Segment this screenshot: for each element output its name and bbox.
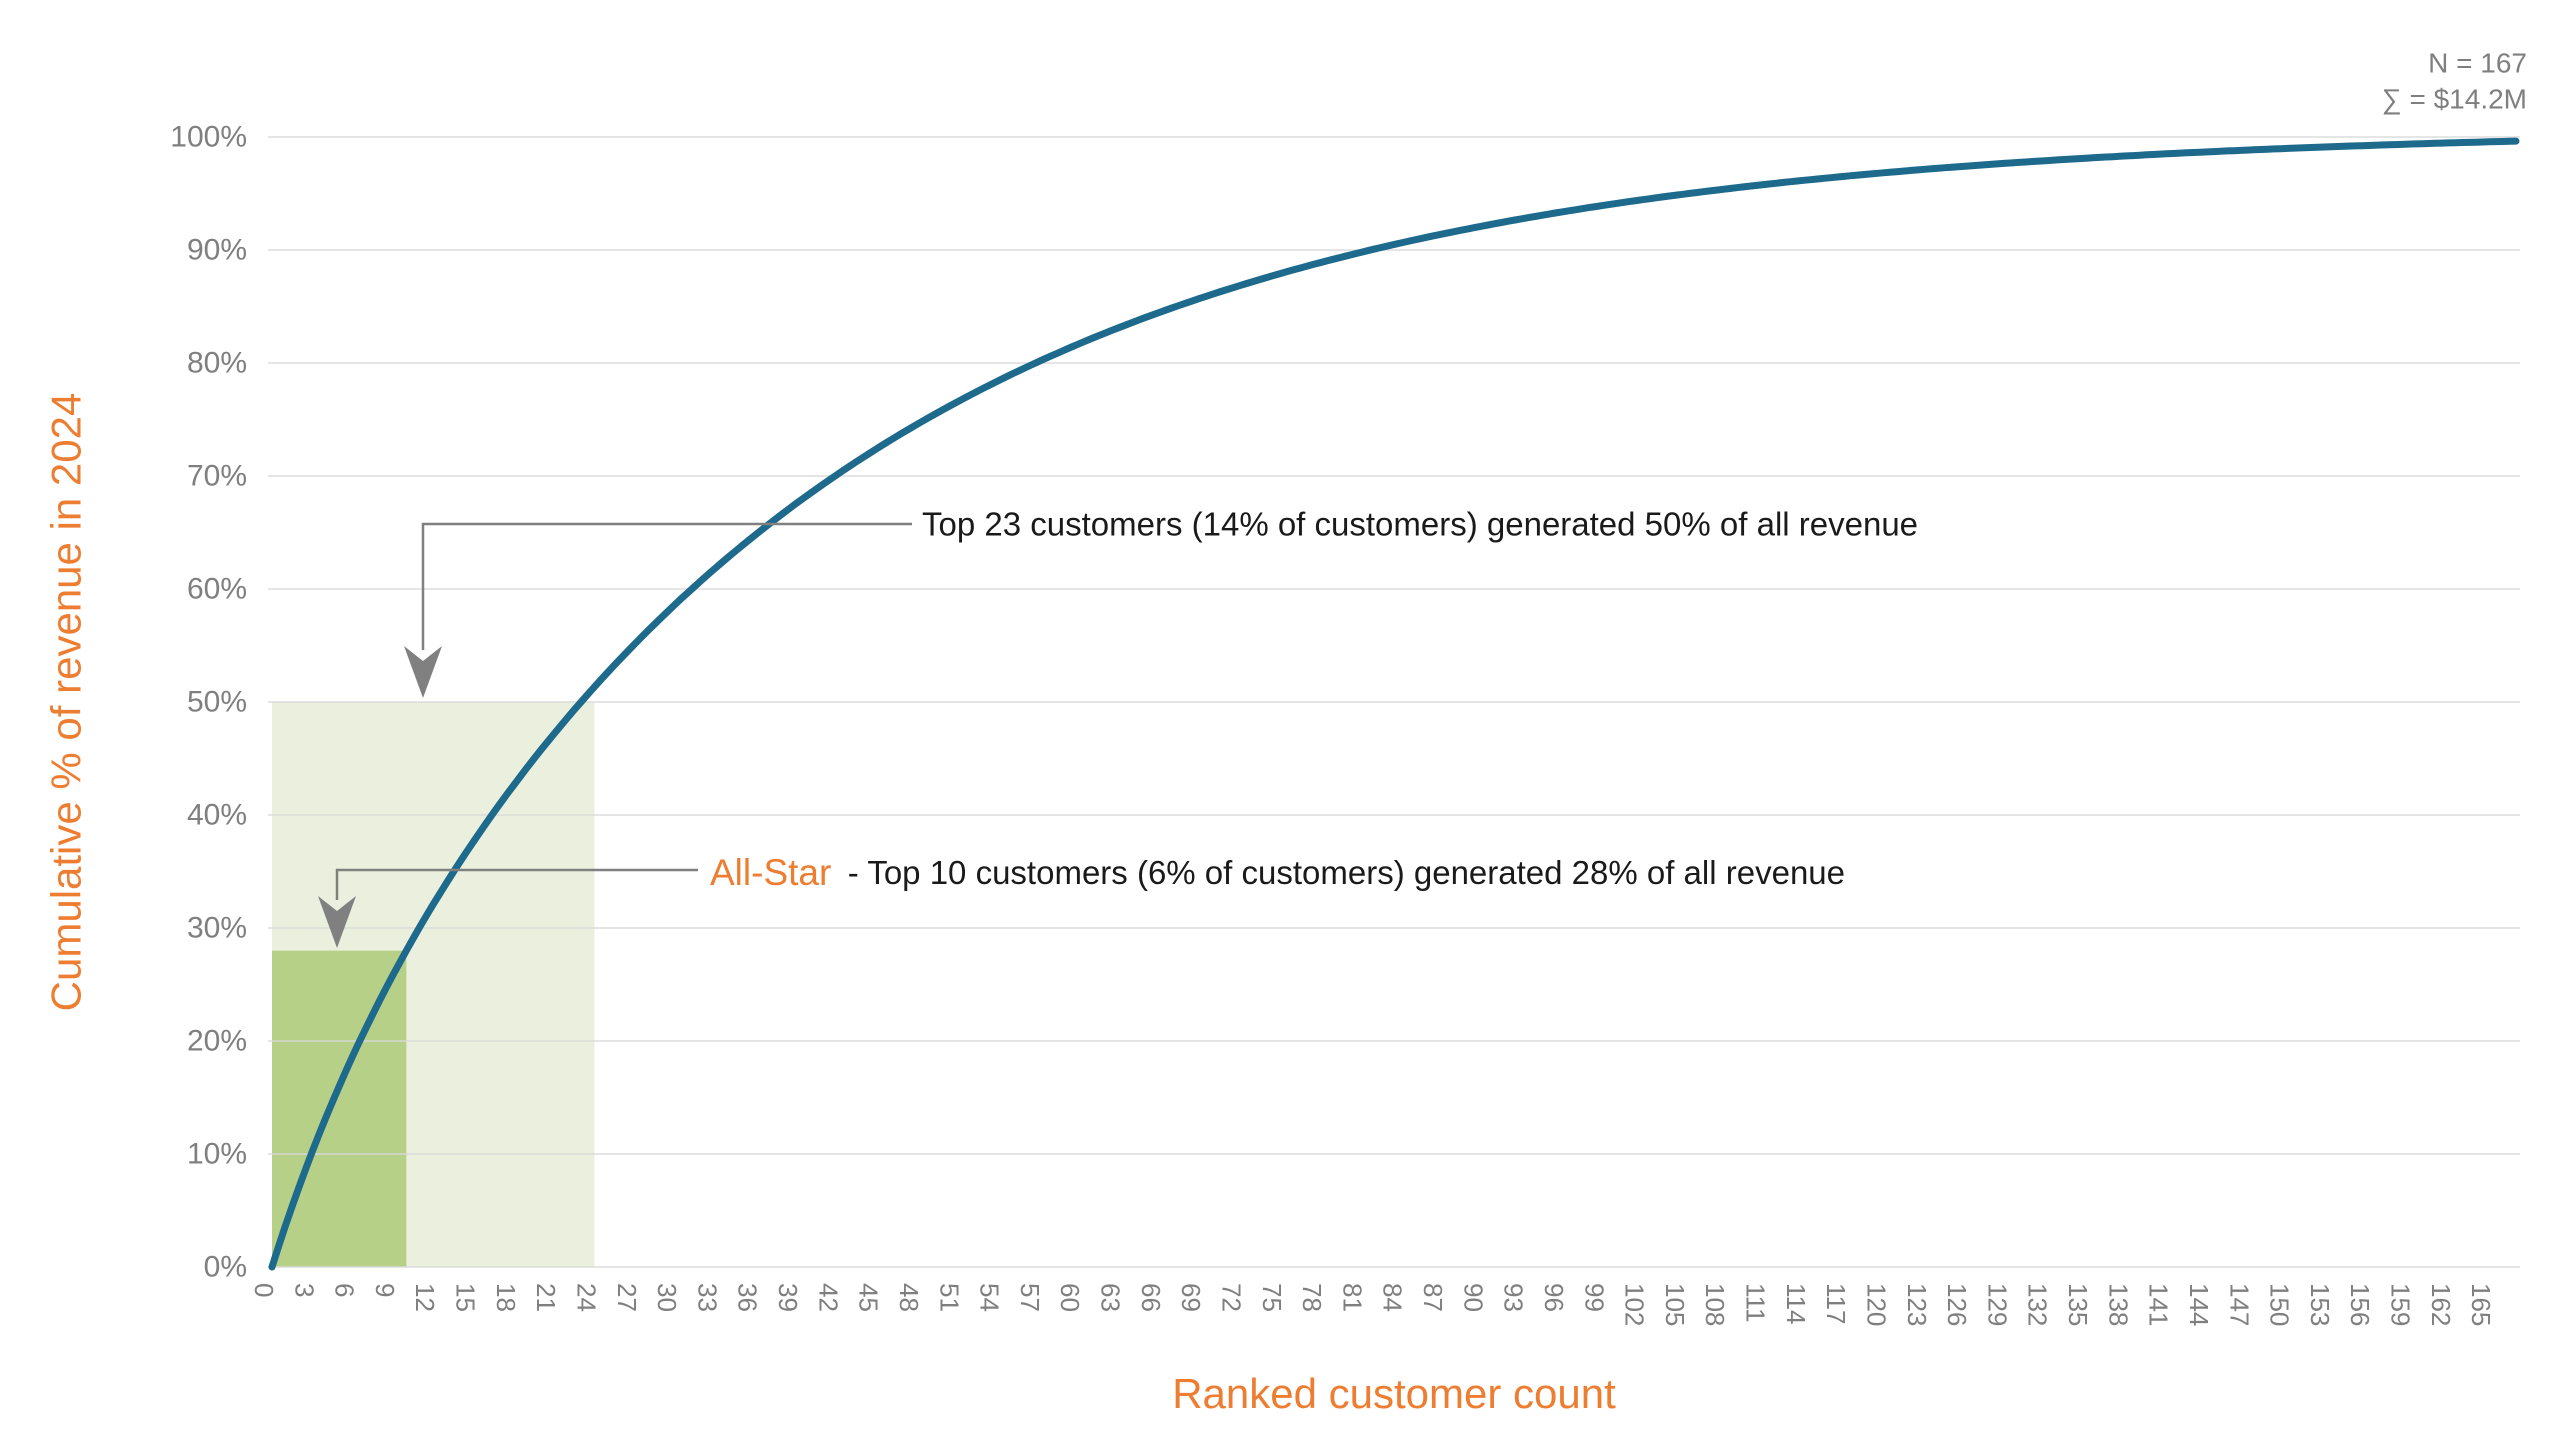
- arrow-down-icon: [318, 896, 356, 948]
- x-tick-label-63: 63: [1096, 1283, 1126, 1312]
- y-tick-labels-layer: 0% 10% 20% 30% 40% 50% 60% 70% 80% 90% 100%: [170, 121, 247, 1284]
- x-tick-label-159: 159: [2386, 1283, 2416, 1326]
- x-tick-label-3: 3: [289, 1283, 319, 1297]
- x-tick-label-48: 48: [894, 1283, 924, 1312]
- x-tick-label-69: 69: [1176, 1283, 1206, 1312]
- x-tick-label-18: 18: [491, 1283, 521, 1312]
- y-tick-label-0: 0%: [204, 1251, 247, 1284]
- y-tick-label-20: 20%: [187, 1025, 247, 1058]
- gridlines-layer: [268, 136, 2520, 1268]
- y-tick-label-50: 50%: [187, 686, 247, 719]
- x-tick-label-51: 51: [934, 1283, 964, 1312]
- x-tick-label-33: 33: [692, 1283, 722, 1312]
- x-tick-label-24: 24: [571, 1283, 601, 1312]
- x-tick-label-105: 105: [1660, 1283, 1690, 1326]
- x-tick-label-15: 15: [451, 1283, 481, 1312]
- x-tick-label-141: 141: [2144, 1283, 2174, 1326]
- x-tick-label-87: 87: [1418, 1283, 1448, 1312]
- x-tick-label-135: 135: [2063, 1283, 2093, 1326]
- x-tick-label-60: 60: [1055, 1283, 1085, 1312]
- x-tick-label-144: 144: [2184, 1283, 2214, 1326]
- x-axis-title: Ranked customer count: [1172, 1370, 1616, 1417]
- x-tick-label-21: 21: [531, 1283, 561, 1312]
- x-tick-label-102: 102: [1620, 1283, 1650, 1326]
- x-tick-label-99: 99: [1579, 1283, 1609, 1312]
- curve-layer: [268, 137, 2520, 1271]
- x-tick-labels-layer: 0 3 6 9 12 15 18 21 24 27 30 33 36 39 42 45 48 51 54 57 60 63…: [249, 1283, 2496, 1326]
- x-tick-label-0: 0: [249, 1283, 279, 1297]
- x-tick-label-132: 132: [2023, 1283, 2053, 1326]
- x-tick-label-114: 114: [1781, 1283, 1811, 1324]
- y-tick-label-60: 60%: [187, 573, 247, 606]
- x-tick-label-9: 9: [370, 1283, 400, 1297]
- allstar-annotation-arrow: [318, 868, 698, 948]
- top23-annotation-text: Top 23 customers (14% of customers) gene…: [922, 506, 1918, 543]
- allstar-description: - Top 10 customers (6% of customers) gen…: [848, 854, 1845, 891]
- top23-annotation-arrow: [404, 522, 912, 698]
- cumulative-revenue-curve: [268, 137, 2520, 1271]
- y-tick-label-10: 10%: [187, 1138, 247, 1171]
- y-tick-label-40: 40%: [187, 799, 247, 832]
- y-tick-label-70: 70%: [187, 460, 247, 493]
- x-tick-label-93: 93: [1499, 1283, 1529, 1312]
- x-tick-label-54: 54: [975, 1283, 1005, 1312]
- highlight-top10-region: [272, 950, 407, 1267]
- x-tick-label-96: 96: [1539, 1283, 1569, 1312]
- x-tick-label-138: 138: [2103, 1283, 2133, 1326]
- allstar-label: All-Star: [710, 852, 831, 893]
- x-tick-label-30: 30: [652, 1283, 682, 1312]
- x-tick-label-75: 75: [1257, 1283, 1287, 1312]
- x-tick-label-147: 147: [2224, 1283, 2254, 1326]
- x-tick-label-78: 78: [1297, 1283, 1327, 1312]
- y-tick-label-80: 80%: [187, 347, 247, 380]
- x-tick-label-27: 27: [612, 1283, 642, 1312]
- stat-customer-count: N = 167: [2428, 48, 2527, 79]
- x-tick-label-6: 6: [330, 1283, 360, 1297]
- x-tick-label-12: 12: [410, 1283, 440, 1312]
- x-tick-label-66: 66: [1136, 1283, 1166, 1312]
- x-tick-label-81: 81: [1337, 1283, 1367, 1312]
- x-tick-label-72: 72: [1216, 1283, 1246, 1312]
- x-tick-label-90: 90: [1458, 1283, 1488, 1312]
- x-tick-label-165: 165: [2466, 1283, 2496, 1326]
- x-tick-label-45: 45: [854, 1283, 884, 1312]
- x-tick-label-57: 57: [1015, 1283, 1045, 1312]
- x-tick-label-156: 156: [2345, 1283, 2375, 1326]
- x-tick-label-108: 108: [1700, 1283, 1730, 1326]
- allstar-annotation-text: All-Star - Top 10 customers (6% of custo…: [710, 852, 1845, 893]
- x-tick-label-123: 123: [1902, 1283, 1932, 1326]
- x-tick-label-153: 153: [2305, 1283, 2335, 1326]
- x-tick-label-162: 162: [2426, 1283, 2456, 1326]
- y-tick-label-90: 90%: [187, 234, 247, 267]
- x-tick-label-39: 39: [773, 1283, 803, 1312]
- stat-total-revenue: ∑ = $14.2M: [2382, 84, 2527, 115]
- highlight-regions-layer: [272, 702, 595, 1267]
- y-axis-title: Cumulative % of revenue in 2024: [43, 393, 90, 1012]
- x-tick-label-36: 36: [733, 1283, 763, 1312]
- y-tick-label-30: 30%: [187, 912, 247, 945]
- arrow-down-icon: [404, 646, 442, 698]
- x-tick-label-126: 126: [1942, 1283, 1972, 1326]
- x-tick-label-120: 120: [1861, 1283, 1891, 1326]
- x-tick-label-84: 84: [1378, 1283, 1408, 1312]
- x-tick-label-129: 129: [1982, 1283, 2012, 1326]
- x-tick-label-150: 150: [2265, 1283, 2295, 1326]
- y-tick-label-100: 100%: [170, 121, 247, 154]
- x-tick-label-117: 117: [1821, 1283, 1851, 1324]
- x-tick-label-111: 111: [1741, 1283, 1771, 1323]
- x-tick-label-42: 42: [813, 1283, 843, 1312]
